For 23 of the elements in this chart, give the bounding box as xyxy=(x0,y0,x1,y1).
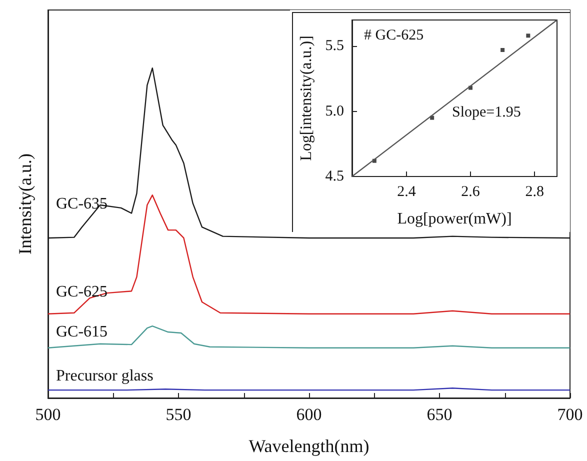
y-axis-title: Intensity(a.u.) xyxy=(15,154,35,254)
series-label: GC-635 xyxy=(56,195,108,212)
annotation: Slope=1.95 xyxy=(452,104,521,120)
series-label: GC-625 xyxy=(56,283,108,300)
x-tick-label: 600 xyxy=(296,405,322,424)
y-tick-label: 5.0 xyxy=(325,103,344,120)
x-axis-title: Wavelength(nm) xyxy=(248,436,370,456)
x-tick-label: 550 xyxy=(166,405,192,424)
series-label: GC-615 xyxy=(56,323,108,340)
y-tick-label: 5.5 xyxy=(325,38,344,54)
point xyxy=(500,48,505,52)
x-axis-title: Log[power(mW)] xyxy=(397,210,512,228)
y-axis-title: Log[intensity(a.u.)] xyxy=(298,36,315,161)
point xyxy=(526,34,530,38)
x-tick-label: 2.8 xyxy=(525,184,544,200)
x-tick-label: 2.6 xyxy=(461,184,480,200)
annotation: # GC-625 xyxy=(364,28,424,44)
x-tick-label: 2.4 xyxy=(397,184,416,200)
x-tick-label: 500 xyxy=(35,405,61,424)
y-tick-label: 4.5 xyxy=(325,168,344,184)
series-label: Precursor glass xyxy=(56,368,154,385)
x-tick-label: 700 xyxy=(557,405,583,424)
x-tick-label: 650 xyxy=(426,405,452,424)
